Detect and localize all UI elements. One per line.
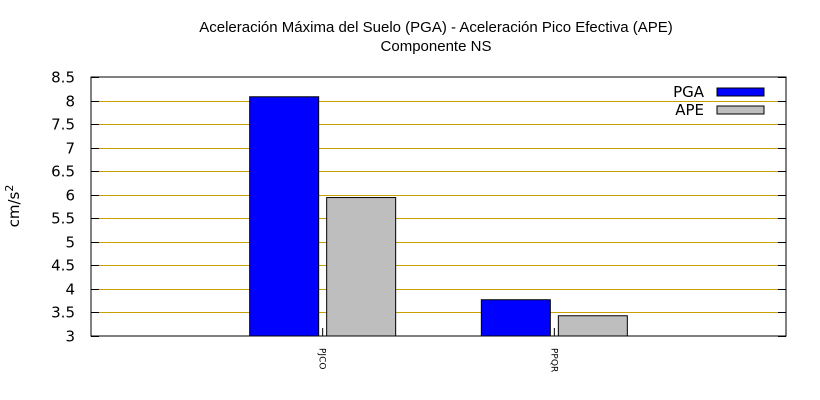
grid-lines	[91, 101, 786, 313]
y-tick-label: 6.5	[51, 163, 75, 181]
y-tick-label: 4.5	[51, 257, 75, 275]
plot-frame	[90, 76, 787, 337]
y-axis-label: cm/s2	[3, 185, 24, 228]
bars	[249, 96, 628, 337]
y-tick-label: 8.5	[51, 69, 75, 87]
y-tick-label: 6	[65, 187, 75, 205]
y-axis-label-text: cm/s	[5, 191, 23, 227]
chart-subtitle: Componente NS	[381, 38, 492, 55]
bar-pga-ppqr	[480, 299, 551, 337]
x-category-label: PPQR	[548, 348, 558, 372]
legend-swatch-pga	[716, 87, 765, 97]
y-tick-label: 4	[65, 281, 75, 299]
y-tick-label: 7	[65, 140, 75, 158]
svg-text:cm/s2: cm/s2	[3, 185, 24, 228]
bar-ape-pjco	[326, 197, 397, 337]
legend-label-pga: PGA	[673, 83, 705, 101]
legend-swatch-ape	[716, 105, 765, 115]
y-tick-label: 3	[65, 328, 75, 346]
bar-ape-ppqr	[557, 315, 628, 337]
x-axis-categories: PJCO PPQR	[317, 328, 558, 372]
y-tick-label: 3.5	[51, 304, 75, 322]
x-category-label: PJCO	[317, 348, 327, 369]
y-tick-label: 8	[65, 93, 75, 111]
y-axis-ticks: 3 3.5 4 4.5 5 5.5 6 6.5 7 7.5 8 8.5	[51, 69, 786, 346]
legend-label-ape: APE	[675, 101, 704, 119]
chart-title: Aceleración Máxima del Suelo (PGA) - Ace…	[199, 19, 673, 36]
y-tick-label: 5.5	[51, 210, 75, 228]
y-axis-label-superscript: 2	[3, 185, 16, 192]
y-tick-label: 5	[65, 234, 75, 252]
y-tick-label: 7.5	[51, 116, 75, 134]
bar-pga-pjco	[249, 96, 320, 337]
